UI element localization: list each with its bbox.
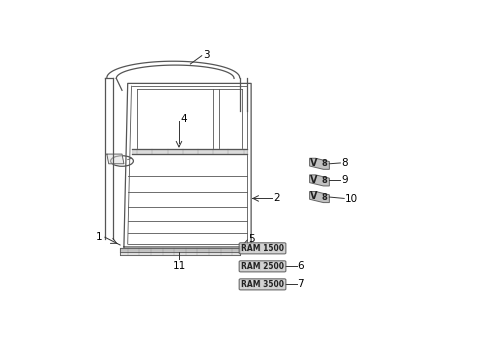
Text: RAM 2500: RAM 2500 [241, 262, 284, 271]
FancyBboxPatch shape [239, 279, 286, 290]
Polygon shape [310, 175, 329, 186]
Text: 8: 8 [321, 159, 327, 168]
Text: 11: 11 [172, 261, 186, 271]
Text: 8: 8 [341, 158, 348, 168]
Text: V: V [310, 191, 318, 201]
Text: RAM 3500: RAM 3500 [241, 280, 284, 289]
Text: 2: 2 [273, 193, 280, 203]
Text: 4: 4 [180, 114, 187, 125]
Polygon shape [107, 154, 124, 164]
Polygon shape [310, 158, 329, 169]
Text: 8: 8 [321, 176, 327, 185]
Text: 6: 6 [297, 261, 304, 271]
FancyBboxPatch shape [239, 261, 286, 272]
Text: 1: 1 [96, 232, 102, 242]
Text: 8: 8 [321, 193, 327, 202]
Text: 7: 7 [297, 279, 304, 289]
Text: 5: 5 [248, 234, 255, 244]
Text: 10: 10 [345, 194, 358, 204]
Text: V: V [310, 158, 318, 168]
Text: 3: 3 [203, 50, 210, 60]
Text: RAM 1500: RAM 1500 [241, 244, 284, 253]
Text: 9: 9 [341, 175, 348, 185]
Polygon shape [310, 192, 329, 203]
FancyBboxPatch shape [239, 243, 286, 254]
Text: V: V [310, 175, 318, 185]
